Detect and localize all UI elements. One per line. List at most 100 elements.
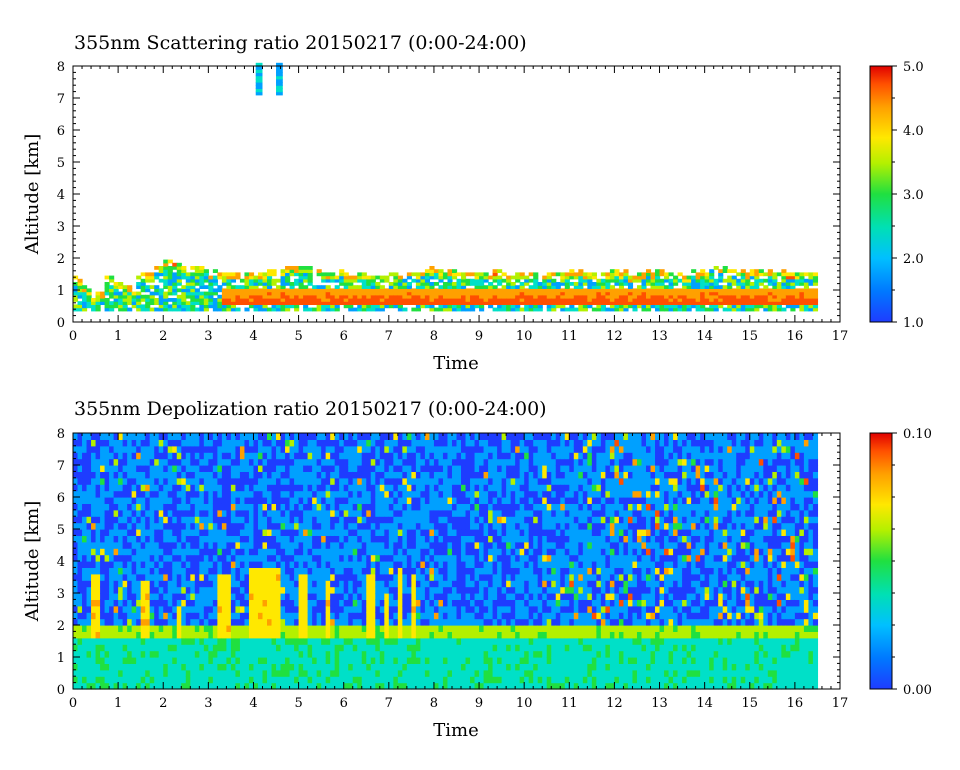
depolarization-cell [158,637,164,645]
depolarization-cell [181,503,187,511]
depolarization-cell [352,554,358,562]
scattering-cell [199,304,205,309]
scattering-cell [136,275,142,280]
scattering-cell [82,307,88,312]
depolarization-cell [145,529,151,536]
scattering-cell [172,307,178,312]
depolarization-cell [136,625,142,632]
depolarization-cell [357,669,363,677]
depolarization-cell [100,637,106,645]
scattering-cell [456,278,462,283]
depolarization-cell [82,503,88,511]
depolarization-cell [285,554,291,562]
depolarization-cell [312,580,318,588]
scattering-cell [767,301,773,305]
scattering-cell [127,285,133,289]
scattering-cell [736,282,742,286]
depolarization-cell [239,586,246,594]
depolarization-cell [154,503,160,511]
scattering-cell [167,269,173,273]
scattering-cell [465,294,471,299]
depolarization-cell [388,573,394,581]
depolarization-cell [95,554,101,562]
scattering-cell [799,304,805,309]
scattering-cell [379,298,385,302]
depolarization-cell [176,676,182,684]
scattering-cell [118,294,124,299]
depolarization-cell [217,516,223,524]
depolarization-cell [280,465,286,472]
scattering-cell [609,278,616,283]
scattering-cell [605,288,611,293]
depolarization-cell [230,471,237,479]
depolarization-cell [113,676,119,684]
scattering-cell [560,304,566,309]
depolarization-cell [244,509,250,517]
scattering-cell [303,291,309,296]
scattering-cell [208,301,214,305]
scattering-cell [483,285,489,289]
scattering-cell [298,294,304,299]
scattering-cell [361,301,367,305]
depolarization-cell [330,497,336,504]
depolarization-cell [104,682,110,690]
depolarization-cell [91,586,97,594]
depolarization-cell [77,477,83,485]
depolarization-cell [303,503,309,511]
depolarization-cell [352,522,358,530]
scattering-cell [145,294,151,299]
depolarization-cell [131,522,137,530]
depolarization-cell [307,465,313,472]
depolarization-cell [339,541,345,549]
scattering-cell [758,272,764,277]
high-cloud-cell [276,75,283,80]
depolarization-cell [176,625,182,632]
scattering-cell [636,294,643,299]
depolarization-cell [330,458,336,466]
depolarization-cell [86,561,92,568]
depolarization-cell [316,625,322,632]
depolarization-cell [280,599,286,607]
depolarization-cell [361,548,367,556]
depolarization-cell [339,612,345,620]
scattering-cell [578,291,584,296]
scattering-cell [745,307,751,312]
scattering-cell [461,291,467,296]
scattering-cell [370,307,376,312]
depolarization-cell [145,548,151,556]
depolarization-cell [253,561,259,568]
depolarization-cell [181,586,187,594]
depolarization-cell [145,535,151,543]
depolarization-cell [208,490,214,498]
scattering-cell [339,282,345,286]
scattering-cell [479,272,485,277]
scattering-cell [77,307,83,312]
depolarization-cell [140,605,146,613]
scattering-cell [578,275,584,280]
depolarization-cell [194,433,200,440]
scattering-cell [226,298,232,302]
scattering-cell [357,275,363,280]
depolarization-cell [221,657,227,664]
scattering-cell [118,291,124,296]
scattering-cell [366,301,372,305]
scattering-cell [691,282,697,286]
scattering-cell [158,298,164,302]
scattering-cell [384,288,390,293]
scattering-cell [808,304,814,309]
scattering-cell [127,291,133,296]
depolarization-cell [217,573,223,581]
scattering-cell [122,288,128,293]
depolarization-cell [82,644,88,652]
scattering-cell [614,294,620,299]
scattering-cell [754,285,760,289]
depolarization-cell [334,612,340,620]
depolarization-cell [370,458,376,466]
depolarization-cell [357,490,363,498]
depolarization-cell [176,599,182,607]
depolarization-cell [127,503,133,511]
scattering-cell [731,298,737,302]
scattering-cell [528,278,534,283]
depolarization-cell [208,477,214,485]
scattering-cell [429,282,435,286]
